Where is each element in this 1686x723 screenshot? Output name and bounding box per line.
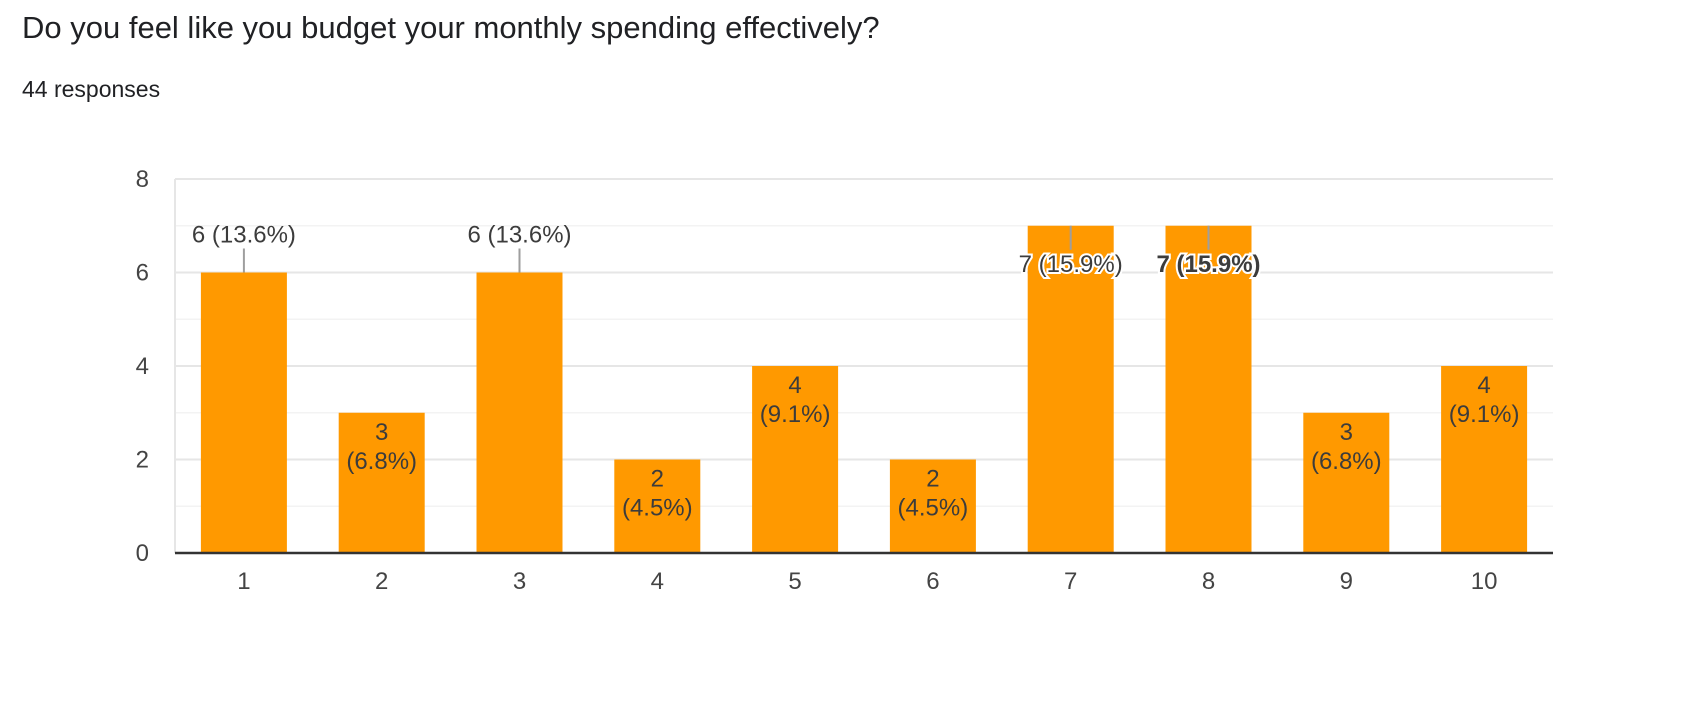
x-tick-label: 3 <box>513 568 526 595</box>
y-tick-label: 8 <box>136 166 149 193</box>
data-label: 6 (13.6%) <box>192 222 296 249</box>
bar[interactable] <box>614 459 701 554</box>
data-label: 7 (15.9%) <box>1019 251 1123 278</box>
bars <box>200 225 1528 554</box>
bar[interactable] <box>1165 225 1252 553</box>
x-tick-label: 6 <box>926 568 939 595</box>
bar[interactable] <box>889 459 976 554</box>
bar[interactable] <box>1027 225 1114 553</box>
question-title: Do you feel like you budget your monthly… <box>22 10 880 45</box>
x-tick-label: 2 <box>375 568 388 595</box>
axes: 0 2 4 6 8 1 2 3 4 5 6 7 8 9 10 <box>136 166 1553 595</box>
bar[interactable] <box>1303 412 1390 553</box>
x-tick-label: 1 <box>237 568 250 595</box>
bar[interactable] <box>1441 366 1528 553</box>
data-label: 4 (9.1%) <box>1449 372 1520 428</box>
bar[interactable] <box>476 272 563 554</box>
data-label: 6 (13.6%) <box>467 222 571 249</box>
y-tick-label: 2 <box>136 447 149 474</box>
x-tick-label: 9 <box>1340 568 1353 595</box>
bar[interactable] <box>200 272 287 554</box>
x-tick-label: 8 <box>1202 568 1215 595</box>
data-label: 3 (6.8%) <box>1311 419 1382 475</box>
data-label: 4 (9.1%) <box>760 372 831 428</box>
y-tick-label: 6 <box>136 260 149 287</box>
y-tick-label: 4 <box>136 353 149 380</box>
data-label: 7 (15.9%) <box>1156 251 1260 278</box>
data-label: 2 (4.5%) <box>898 466 969 522</box>
x-tick-label: 7 <box>1064 568 1077 595</box>
x-tick-label: 5 <box>788 568 801 595</box>
y-tick-label: 0 <box>136 540 149 567</box>
bar[interactable] <box>752 366 839 553</box>
data-label: 3 (6.8%) <box>346 419 417 475</box>
response-count: 44 responses <box>22 76 161 102</box>
data-label: 2 (4.5%) <box>622 466 693 522</box>
data-labels: 6 (13.6%) 3 (6.8%) 6 (13.6%) 2 (4.5%) 4 (9.1%) 2… <box>192 222 1520 522</box>
x-tick-label: 10 <box>1471 568 1498 595</box>
x-tick-label: 4 <box>651 568 664 595</box>
bar[interactable] <box>338 412 425 553</box>
